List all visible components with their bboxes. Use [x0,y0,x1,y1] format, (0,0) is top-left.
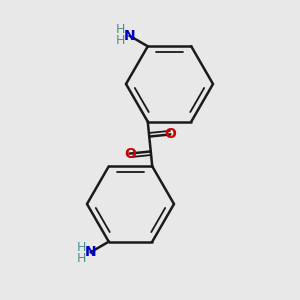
Text: N: N [85,245,97,259]
Text: H: H [77,241,86,254]
Text: H: H [116,34,125,47]
Text: N: N [124,29,136,43]
Text: H: H [77,252,86,265]
Text: H: H [116,23,125,36]
Text: O: O [164,128,176,142]
Text: O: O [124,146,136,161]
